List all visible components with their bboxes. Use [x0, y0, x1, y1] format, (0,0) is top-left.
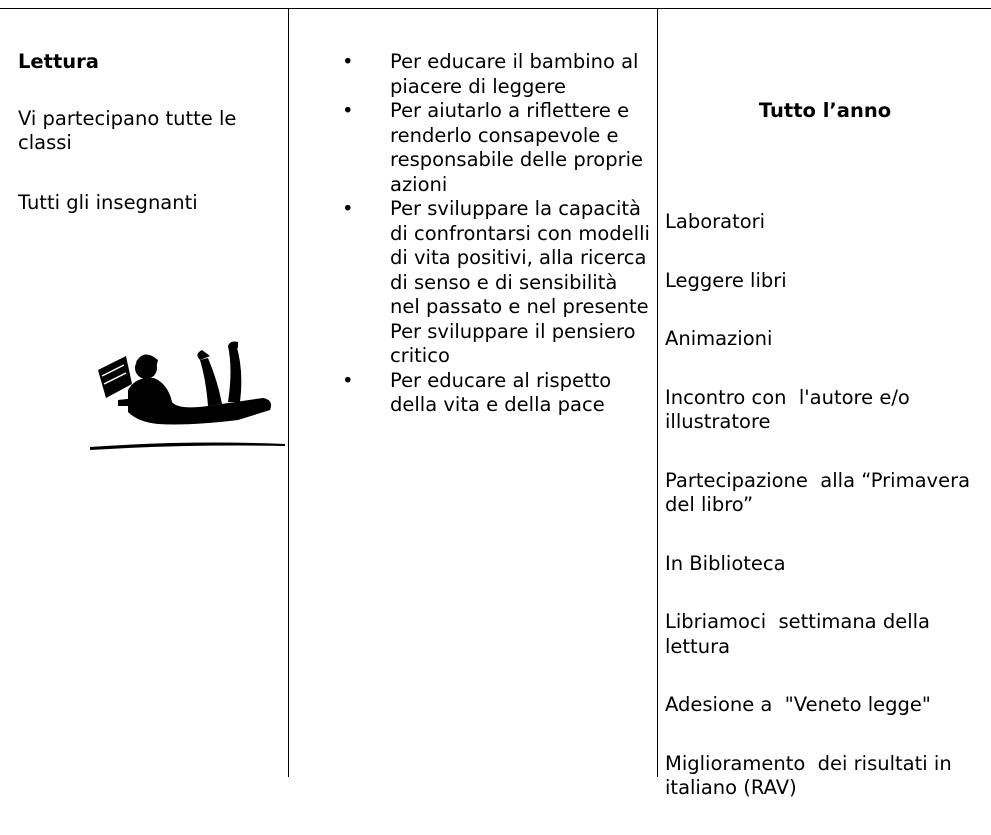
- purpose-item: Per educare il bambino al piacere di leg…: [335, 50, 653, 99]
- schedule-item: Libriamoci settimana della lettura: [665, 610, 943, 658]
- reading-girl-illustration: [90, 341, 285, 450]
- right-column: Tutto l’anno Laboratori Leggere libri Anim…: [665, 50, 985, 835]
- schedule-item: Incontro con l'autore e/o illustratore: [665, 385, 917, 434]
- activity-info: Vi partecipano tutte le classi: [18, 106, 237, 155]
- activity-info: Tutti gli insegnanti: [18, 190, 198, 214]
- column-divider: [657, 8, 658, 777]
- schedule-heading: Tutto l’anno: [758, 99, 892, 122]
- schedule-item: Laboratori: [665, 210, 766, 233]
- schedule-item: Animazioni: [665, 327, 773, 350]
- schedule-item: Leggere libri: [665, 268, 787, 292]
- purpose-list: Per educare il bambino al piacere di leg…: [335, 50, 653, 418]
- schedule-item: Miglioramento dei risultati in italiano …: [665, 751, 965, 800]
- purpose-item: Per sviluppare la capacità di confrontar…: [335, 197, 653, 369]
- purpose-item: Per aiutarlo a riflettere e renderlo con…: [335, 99, 653, 197]
- middle-column: Per educare il bambino al piacere di leg…: [335, 50, 653, 418]
- table-top-border: [0, 8, 991, 9]
- page: {"left": {"title": "Lettura", "texts": […: [0, 0, 991, 777]
- left-column: Lettura Vi partecipano tutte le classi Tu…: [18, 50, 278, 250]
- schedule-item: In Biblioteca: [665, 551, 786, 575]
- purpose-item: Per educare al rispetto della vita e del…: [335, 369, 653, 418]
- activity-title: Lettura: [18, 50, 99, 73]
- column-divider: [288, 8, 289, 777]
- schedule-item: Adesione a "Veneto legge": [665, 693, 931, 716]
- schedule-item: Partecipazione alla “Primavera del libro…: [665, 468, 983, 517]
